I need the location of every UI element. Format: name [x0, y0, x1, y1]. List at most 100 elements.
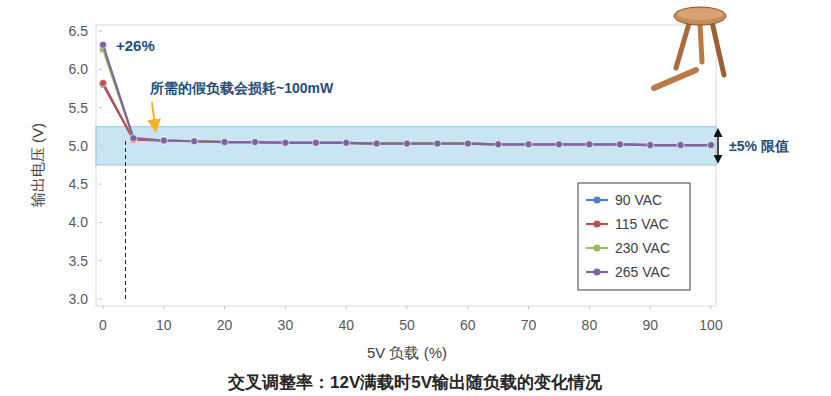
series-marker	[282, 139, 289, 146]
legend-label: 265 VAC	[615, 264, 670, 280]
x-tick-label: 10	[156, 317, 172, 333]
series-marker	[525, 141, 532, 148]
legend: 90 VAC115 VAC230 VAC265 VAC	[578, 183, 690, 290]
series-marker	[403, 140, 410, 147]
series-marker	[251, 138, 258, 145]
y-tick-label: 5.0	[69, 138, 89, 154]
y-tick-label: 4.0	[69, 214, 89, 230]
series-marker	[191, 138, 198, 145]
series-marker	[403, 140, 410, 147]
annotation-text: 所需的假负载会损耗~100mW	[149, 80, 334, 96]
series-marker	[251, 138, 258, 145]
series-line	[103, 45, 711, 145]
series-marker	[707, 141, 714, 148]
series-line	[103, 49, 711, 145]
series-marker	[403, 140, 410, 147]
x-tick-label: 40	[338, 317, 354, 333]
series-marker	[373, 140, 380, 147]
series-marker	[616, 141, 623, 148]
series-marker	[677, 141, 684, 148]
series-marker	[373, 140, 380, 147]
series-marker	[99, 41, 106, 48]
series-marker	[495, 141, 502, 148]
limit-label: ±5% 限值	[729, 138, 789, 154]
y-tick	[99, 299, 102, 300]
series-marker	[343, 139, 350, 146]
series-marker	[647, 141, 654, 148]
series-marker	[525, 141, 532, 148]
dummy-load-line	[125, 138, 126, 299]
x-tick-label: 0	[99, 317, 107, 333]
y-tick	[99, 145, 102, 146]
x-tick	[711, 306, 712, 309]
series-marker	[312, 139, 319, 146]
x-tick	[285, 306, 286, 309]
series-marker	[434, 140, 441, 147]
x-tick	[346, 306, 347, 309]
series-marker	[221, 138, 228, 145]
series-marker	[616, 141, 623, 148]
x-tick	[103, 306, 104, 309]
series-marker	[373, 140, 380, 147]
series-marker	[343, 139, 350, 146]
y-tick-label: 3.5	[69, 253, 89, 269]
legend-label: 230 VAC	[615, 240, 670, 256]
y-tick-label: 6.5	[69, 23, 89, 39]
series-marker	[464, 140, 471, 147]
x-tick	[589, 306, 590, 309]
series-marker	[343, 139, 350, 146]
series-marker	[434, 140, 441, 147]
legend-marker	[593, 244, 600, 251]
x-tick-label: 100	[699, 317, 723, 333]
x-tick-label: 60	[460, 317, 476, 333]
series-marker	[707, 141, 714, 148]
series-marker	[586, 141, 593, 148]
x-tick	[163, 306, 164, 309]
series-marker	[555, 141, 562, 148]
series-marker	[282, 139, 289, 146]
series-marker	[464, 140, 471, 147]
y-tick-label: 5.5	[69, 100, 89, 116]
series-marker	[312, 139, 319, 146]
series-marker	[191, 138, 198, 145]
annotation-arrow	[152, 102, 155, 130]
series-marker	[555, 141, 562, 148]
series-marker	[282, 139, 289, 146]
series-marker	[647, 141, 654, 148]
legend-marker	[593, 268, 600, 275]
series-marker	[707, 141, 714, 148]
series-marker	[586, 141, 593, 148]
series-marker	[495, 141, 502, 148]
y-axis-label: 输出电压 (V)	[29, 123, 46, 207]
legend-label: 115 VAC	[615, 216, 669, 232]
series-marker	[677, 141, 684, 148]
legend-marker	[593, 220, 600, 227]
series-marker	[221, 138, 228, 145]
series-marker	[616, 141, 623, 148]
x-tick	[224, 306, 225, 309]
y-tick	[99, 260, 102, 261]
x-tick-label: 50	[399, 317, 415, 333]
plot-frame	[96, 25, 716, 306]
series-group	[99, 41, 714, 149]
y-tick	[99, 69, 102, 70]
series-marker	[191, 138, 198, 145]
chart: ±5% 限值3.03.54.04.55.05.56.06.50102030405…	[0, 0, 831, 396]
series-marker	[495, 141, 502, 148]
series-marker	[160, 137, 167, 144]
x-axis-label: 5V 负载 (%)	[367, 344, 447, 361]
series-marker	[555, 141, 562, 148]
series-marker	[312, 139, 319, 146]
x-tick-label: 70	[521, 317, 537, 333]
x-tick-label: 90	[642, 317, 658, 333]
y-tick-label: 3.0	[69, 291, 89, 307]
series-marker	[464, 140, 471, 147]
series-marker	[434, 140, 441, 147]
y-tick	[99, 184, 102, 185]
series-marker	[312, 139, 319, 146]
series-marker	[282, 139, 289, 146]
x-tick	[407, 306, 408, 309]
legend-marker	[593, 196, 600, 203]
x-tick	[467, 306, 468, 309]
y-tick	[99, 222, 102, 223]
